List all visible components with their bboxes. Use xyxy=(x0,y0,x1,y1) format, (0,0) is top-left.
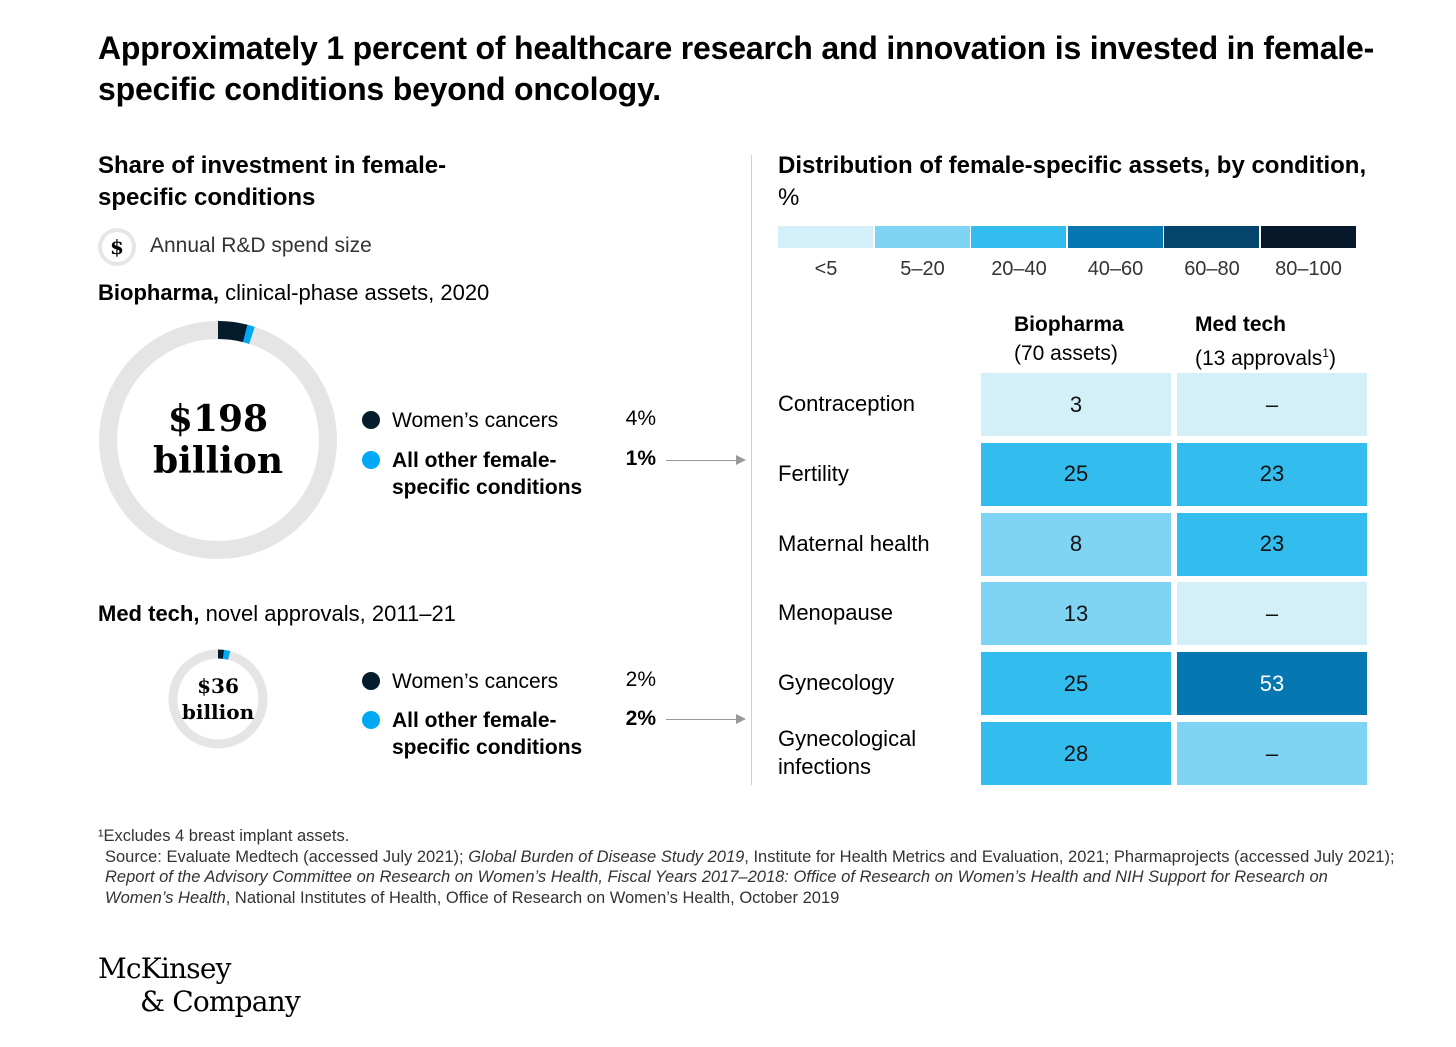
legend-label-other-conditions: All other female-specific conditions xyxy=(392,449,583,499)
legend-value-other-conditions-medtech: 2% xyxy=(625,707,656,730)
legend-value-womens-cancers-medtech: 2% xyxy=(625,668,656,691)
scale-swatch-5 xyxy=(1260,226,1356,248)
legend-value-womens-cancers: 4% xyxy=(625,407,656,430)
medtech-slice-womens-cancers xyxy=(168,649,268,749)
col-head-medtech: Med tech (13 approvals1) xyxy=(1195,313,1336,370)
left-section-title: Share of investment in female-specific c… xyxy=(98,152,447,211)
medtech-total: $36 billion xyxy=(166,673,270,725)
legend-label-other-conditions-medtech: All other female-specific conditions xyxy=(392,709,583,759)
cell-biopharma-3: 13 xyxy=(981,582,1171,646)
legend-dot-womens-cancers xyxy=(362,411,380,429)
medtech-donut xyxy=(168,649,268,749)
scale-label-5: 80–100 xyxy=(1275,258,1342,280)
cell-biopharma-2: 8 xyxy=(981,512,1171,576)
cell-medtech-4: 53 xyxy=(1177,652,1367,716)
cell-biopharma-0: 3 xyxy=(981,373,1171,436)
cell-biopharma-4: 25 xyxy=(981,652,1171,716)
dollar-icon: $ xyxy=(98,228,136,266)
scale-swatch-0 xyxy=(778,226,873,248)
cell-biopharma-1: 25 xyxy=(981,442,1171,506)
legend-dot-womens-cancers-medtech xyxy=(362,672,380,690)
page-title: Approximately 1 percent of healthcare re… xyxy=(98,30,1375,107)
arrow-icon xyxy=(666,714,746,724)
scale-label-1: 5–20 xyxy=(900,258,945,280)
section-divider xyxy=(751,155,752,785)
right-section-title: Distribution of female-specific assets, … xyxy=(778,152,1367,211)
scale-swatch-3 xyxy=(1067,226,1163,248)
medtech-label: Med tech, novel approvals, 2011–21 xyxy=(98,601,456,626)
row-label-0: Contraception xyxy=(778,391,915,416)
biopharma-donut xyxy=(99,321,337,559)
biopharma-total: $198 billion xyxy=(98,398,338,482)
row-label-1: Fertility xyxy=(778,460,849,486)
row-label-2: Maternal health xyxy=(778,530,930,556)
cell-medtech-5: – xyxy=(1177,722,1367,785)
scale-swatch-2 xyxy=(971,226,1066,248)
legend-dot-other-conditions-medtech xyxy=(362,711,380,729)
cell-medtech-1: 23 xyxy=(1177,442,1367,506)
footnote-note: ¹Excludes 4 breast implant assets. xyxy=(98,827,350,845)
scale-label-0: <5 xyxy=(814,258,838,280)
legend-label-womens-cancers-medtech: Women’s cancers xyxy=(392,670,559,693)
medtech-total-value: $36 xyxy=(197,674,239,698)
row-label-4: Gynecology xyxy=(778,670,895,696)
footnote: ¹Excludes 4 breast implant assets. Sourc… xyxy=(98,826,1398,908)
biopharma-total-unit: billion xyxy=(152,440,284,482)
source-note: Source: Evaluate Medtech (accessed July … xyxy=(105,847,1395,907)
scale-swatch-4 xyxy=(1164,226,1259,248)
legend-label-womens-cancers: Women’s cancers xyxy=(392,409,559,432)
legend-dot-other-conditions xyxy=(362,451,380,469)
scale-label-4: 60–80 xyxy=(1184,258,1240,280)
col-head-biopharma: Biopharma (70 assets) xyxy=(1014,313,1124,365)
scale-label-2: 20–40 xyxy=(991,258,1047,280)
biopharma-total-value: $198 xyxy=(167,398,269,440)
row-label-5: Gynecological infections xyxy=(778,726,917,779)
scale-swatch-1 xyxy=(874,226,970,248)
biopharma-label: Biopharma, clinical-phase assets, 2020 xyxy=(98,280,490,305)
cell-medtech-0: – xyxy=(1177,373,1367,436)
arrow-icon xyxy=(666,455,746,465)
row-label-3: Menopause xyxy=(778,600,893,626)
cell-medtech-3: – xyxy=(1177,582,1367,646)
mckinsey-logo: McKinsey & Company xyxy=(98,952,301,1018)
spend-size-label: Annual R&D spend size xyxy=(150,234,372,257)
dollar-glyph: $ xyxy=(102,232,132,262)
biopharma-slice-womens-cancers xyxy=(99,321,337,559)
medtech-total-unit: billion xyxy=(181,700,255,724)
logo-line1: McKinsey xyxy=(98,952,231,985)
scale-label-3: 40–60 xyxy=(1087,258,1144,280)
cell-medtech-2: 23 xyxy=(1177,512,1367,576)
legend-value-other-conditions: 1% xyxy=(625,447,656,470)
cell-biopharma-5: 28 xyxy=(981,722,1171,785)
logo-line2: & Company xyxy=(140,985,301,1018)
